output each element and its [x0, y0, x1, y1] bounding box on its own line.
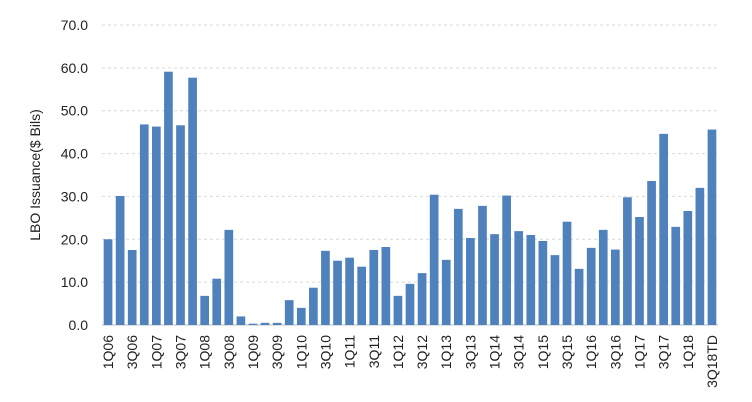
bar-3Q08 [224, 229, 234, 325]
bar-1Q08 [200, 295, 210, 325]
bar-1Q11 [345, 257, 354, 325]
x-tick-label: 3Q12 [414, 335, 430, 369]
x-tick-label: 1Q12 [390, 335, 406, 369]
y-tick-label: 60.0 [61, 60, 88, 76]
x-tick-label: 3Q14 [511, 335, 527, 369]
bar-1Q18 [683, 211, 693, 325]
x-tick-label: 1Q14 [487, 335, 503, 369]
bar-4Q14 [526, 235, 536, 325]
bar-2Q07 [164, 71, 173, 325]
bar-3Q17 [659, 133, 668, 325]
bar-2Q10 [309, 287, 318, 325]
x-tick-label: 3Q07 [173, 335, 189, 369]
y-axis-ticks: 0.0 10.0 20.0 30.0 40.0 50.0 60.0 70.0 [61, 17, 88, 333]
bar-3Q15 [562, 221, 572, 325]
bar-1Q16 [586, 247, 596, 325]
bar-4Q17 [671, 226, 681, 325]
bar-2Q12 [405, 283, 415, 325]
bar-4Q10 [333, 260, 342, 325]
bar-1Q12 [393, 295, 403, 325]
bar-2Q09 [260, 322, 270, 325]
x-tick-label: 1Q11 [342, 335, 358, 368]
x-tick-label: 3Q15 [559, 335, 575, 369]
x-tick-label: 3Q13 [462, 335, 478, 369]
x-tick-label: 1Q09 [245, 335, 261, 369]
x-tick-label: 1Q15 [535, 335, 551, 369]
bar-2Q06 [115, 196, 125, 325]
bar-1Q06 [103, 239, 113, 325]
x-axis-ticks: 1Q06 3Q06 1Q07 3Q07 1Q08 3Q08 1Q09 3Q09 1Q10 3Q10… [100, 335, 720, 388]
bars [103, 71, 717, 326]
x-tick-label: 1Q08 [197, 335, 213, 369]
bar-1Q09 [248, 323, 258, 325]
bar-1Q14 [490, 234, 499, 325]
bar-4Q08 [236, 316, 246, 325]
y-tick-label: 10.0 [61, 274, 88, 290]
bar-2Q16 [598, 229, 608, 325]
bar-1Q17 [635, 217, 644, 325]
bar-3Q14 [514, 231, 524, 325]
x-tick-label: 1Q18 [680, 335, 696, 369]
y-axis-title: LBO Issuance($ Bils) [27, 109, 43, 241]
y-tick-label: 20.0 [61, 231, 88, 247]
bar-2Q17 [647, 181, 656, 325]
bar-3Q09 [272, 322, 282, 325]
x-tick-label: 3Q17 [656, 335, 672, 369]
bar-2Q14 [502, 195, 511, 325]
bar-2Q18 [695, 187, 705, 325]
bar-2Q11 [357, 266, 367, 325]
bar-3Q13 [466, 238, 475, 325]
bar-1Q10 [296, 307, 306, 325]
y-tick-label: 50.0 [61, 103, 88, 119]
bar-1Q07 [152, 126, 161, 325]
x-tick-label: 3Q16 [607, 335, 623, 369]
x-tick-label: 1Q07 [148, 335, 164, 369]
bar-4Q15 [574, 268, 584, 325]
bar-4Q12 [429, 194, 439, 325]
bar-4Q09 [284, 300, 294, 325]
x-tick-label: 3Q09 [269, 335, 285, 369]
bar-4Q11 [381, 247, 391, 325]
y-tick-label: 0.0 [69, 317, 89, 333]
bar-4Q06 [139, 124, 149, 325]
bar-3Q10 [321, 250, 330, 325]
x-tick-label: 1Q13 [438, 335, 454, 369]
gridlines [102, 24, 718, 326]
x-tick-label: 1Q10 [293, 335, 309, 369]
x-tick-label: 3Q08 [221, 335, 237, 369]
y-tick-label: 40.0 [61, 146, 88, 162]
bar-4Q07 [188, 77, 197, 325]
bar-2Q13 [453, 208, 463, 325]
bar-1Q13 [441, 259, 451, 325]
x-tick-label: 3Q18TD [704, 335, 720, 388]
bar-2Q08 [212, 278, 222, 325]
bar-3Q12 [417, 273, 427, 325]
bar-3Q16 [610, 249, 620, 325]
bar-1Q15 [538, 241, 548, 325]
bar-3Q11 [369, 250, 379, 325]
x-tick-label: 1Q16 [583, 335, 599, 369]
y-tick-label: 30.0 [61, 188, 88, 204]
bar-3Q07 [176, 125, 185, 326]
bar-4Q13 [478, 205, 487, 325]
x-tick-label: 3Q06 [124, 335, 140, 369]
bar-3Q18TD [707, 129, 717, 325]
x-tick-label: 1Q17 [631, 335, 647, 369]
bar-4Q16 [623, 197, 632, 325]
x-tick-label: 3Q10 [317, 335, 333, 369]
bar-2Q15 [550, 255, 560, 325]
bar-3Q06 [127, 250, 137, 325]
x-tick-label: 1Q06 [100, 335, 116, 369]
y-tick-label: 70.0 [61, 17, 88, 33]
x-tick-label: 3Q11 [366, 335, 382, 368]
